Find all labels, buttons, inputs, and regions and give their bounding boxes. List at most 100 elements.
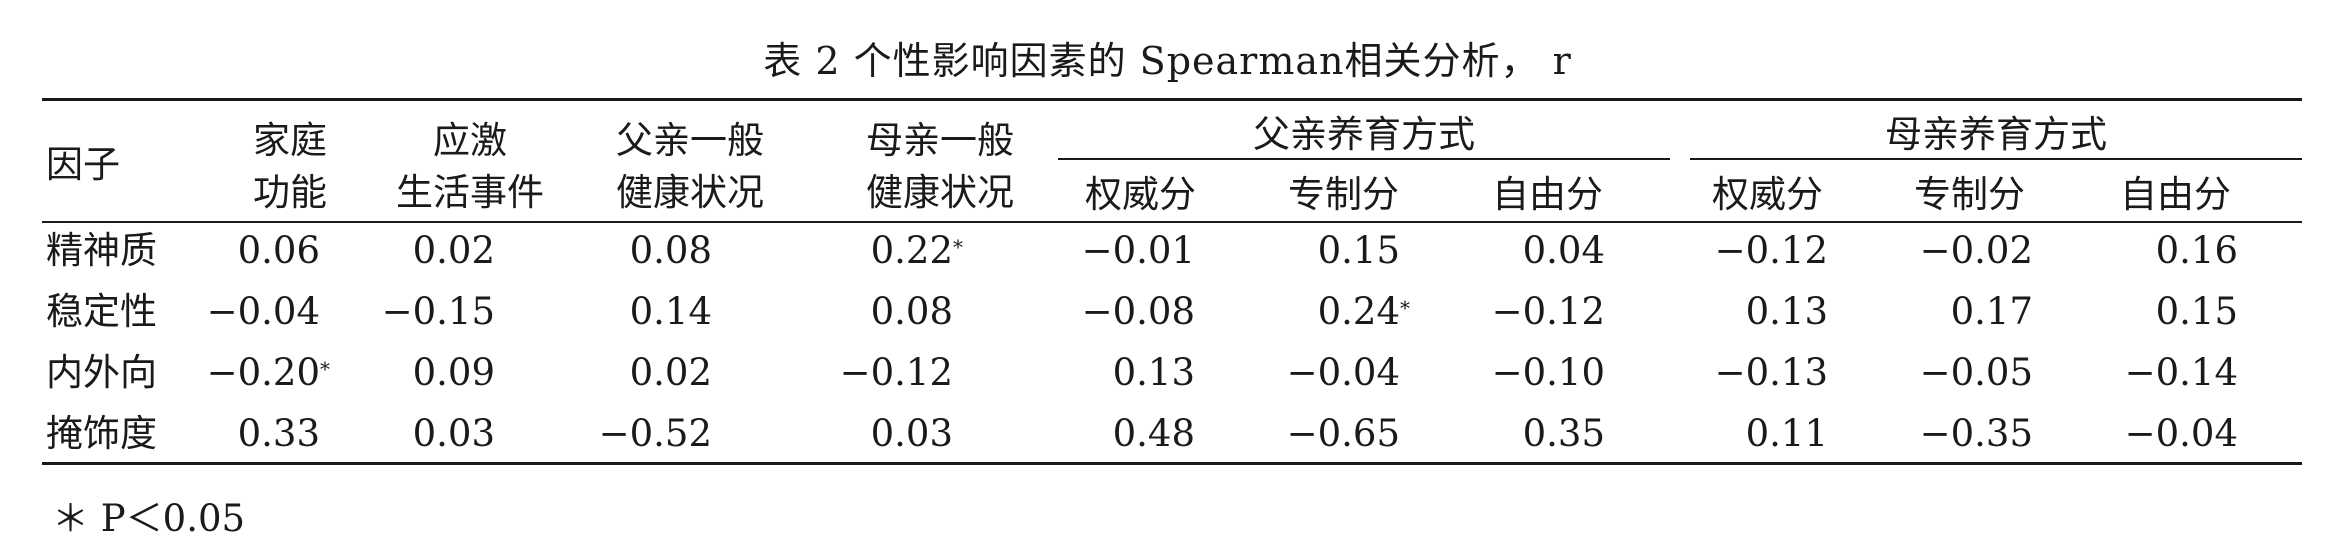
cell-value: 0.48 xyxy=(1112,412,1195,455)
table-cell: 0.17* xyxy=(1951,289,2043,335)
cell-value: −0.15 xyxy=(381,290,495,333)
header-factor: 因子 xyxy=(46,143,120,186)
header-stress-line2: 生活事件 xyxy=(396,171,544,214)
cell-value: 0.22 xyxy=(870,229,953,272)
table-cell: 0.13* xyxy=(1746,289,1838,335)
cell-value: −0.12 xyxy=(1491,290,1605,333)
header-mother-health-line1: 母亲一般 xyxy=(866,119,1014,162)
cell-value: −0.04 xyxy=(1286,351,1400,394)
table-cell: 0.03* xyxy=(413,411,505,457)
row-label: 稳定性 xyxy=(46,290,157,333)
cell-value: −0.65 xyxy=(1286,412,1400,455)
cell-value: 0.13 xyxy=(1112,351,1195,394)
table-cell: 0.14* xyxy=(630,289,722,335)
table-cell: −0.04* xyxy=(1287,350,1410,396)
table-cell: −0.12* xyxy=(840,350,963,396)
header-rule xyxy=(42,221,2302,223)
mother-style-span-rule xyxy=(1690,158,2302,160)
header-sub-father-autocratic: 专制分 xyxy=(1288,173,1399,216)
table-cell: 0.15* xyxy=(2156,289,2248,335)
table-cell: −0.13* xyxy=(1715,350,1838,396)
cell-value: 0.24 xyxy=(1317,290,1400,333)
table-cell: 0.04* xyxy=(1523,228,1615,274)
header-stress-line1: 应激 xyxy=(433,119,507,162)
header-sub-mother-authority: 权威分 xyxy=(1712,173,1823,216)
table-cell: 0.13* xyxy=(1113,350,1205,396)
table-cell: −0.20* xyxy=(207,350,330,396)
cell-value: −0.14 xyxy=(2124,351,2238,394)
cell-value: 0.17 xyxy=(1950,290,2033,333)
cell-value: 0.33 xyxy=(237,412,320,455)
table-cell: −0.12* xyxy=(1715,228,1838,274)
table-cell: 0.11* xyxy=(1746,411,1838,457)
header-father-health-line2: 健康状况 xyxy=(616,171,764,214)
table-cell: 0.02* xyxy=(630,350,722,396)
cell-value: −0.13 xyxy=(1714,351,1828,394)
table-cell: −0.05* xyxy=(1920,350,2043,396)
table-cell: 0.08* xyxy=(871,289,963,335)
bottom-rule xyxy=(42,462,2302,465)
table-cell: −0.12* xyxy=(1492,289,1615,335)
cell-value: 0.04 xyxy=(1522,229,1605,272)
cell-value: −0.12 xyxy=(1714,229,1828,272)
cell-value: 0.02 xyxy=(629,351,712,394)
table-cell: 0.33* xyxy=(238,411,330,457)
table-cell: 0.35* xyxy=(1523,411,1615,457)
cell-value: 0.09 xyxy=(412,351,495,394)
cell-value: 0.15 xyxy=(2155,290,2238,333)
header-sub-mother-autocratic: 专制分 xyxy=(1914,173,2025,216)
row-label: 精神质 xyxy=(46,229,157,272)
significance-mark: * xyxy=(1400,296,1410,320)
table-cell: 0.02* xyxy=(413,228,505,274)
cell-value: −0.10 xyxy=(1491,351,1605,394)
cell-value: 0.02 xyxy=(412,229,495,272)
header-mother-style: 母亲养育方式 xyxy=(1885,113,2107,156)
table-cell: 0.08* xyxy=(630,228,722,274)
table-cell: 0.22* xyxy=(871,228,963,274)
table-cell: 0.03* xyxy=(871,411,963,457)
table-cell: −0.14* xyxy=(2125,350,2248,396)
cell-value: −0.02 xyxy=(1919,229,2033,272)
table-cell: −0.35* xyxy=(1920,411,2043,457)
table-caption: 表 2 个性影响因素的 Spearman相关分析， r xyxy=(763,39,1572,83)
table-cell: −0.02* xyxy=(1920,228,2043,274)
cell-value: 0.35 xyxy=(1522,412,1605,455)
cell-value: 0.06 xyxy=(237,229,320,272)
table-cell: −0.65* xyxy=(1287,411,1410,457)
header-sub-mother-freedom: 自由分 xyxy=(2120,173,2231,216)
header-sub-father-authority: 权威分 xyxy=(1085,173,1196,216)
table-cell: −0.01* xyxy=(1082,228,1205,274)
table-cell: −0.52* xyxy=(599,411,722,457)
cell-value: −0.05 xyxy=(1919,351,2033,394)
cell-value: 0.14 xyxy=(629,290,712,333)
header-mother-health-line2: 健康状况 xyxy=(866,171,1014,214)
table-cell: 0.24* xyxy=(1318,289,1410,335)
row-label: 掩饰度 xyxy=(46,412,157,455)
header-father-health-line1: 父亲一般 xyxy=(616,119,764,162)
cell-value: 0.15 xyxy=(1317,229,1400,272)
cell-value: 0.16 xyxy=(2155,229,2238,272)
cell-value: 0.13 xyxy=(1745,290,1828,333)
table-cell: 0.06* xyxy=(238,228,330,274)
cell-value: −0.08 xyxy=(1081,290,1195,333)
cell-value: 0.03 xyxy=(412,412,495,455)
table-cell: −0.10* xyxy=(1492,350,1615,396)
cell-value: −0.04 xyxy=(206,290,320,333)
significance-mark: * xyxy=(320,357,330,381)
table-cell: 0.09* xyxy=(413,350,505,396)
table-cell: 0.15* xyxy=(1318,228,1410,274)
cell-value: −0.12 xyxy=(839,351,953,394)
table-cell: 0.16* xyxy=(2156,228,2248,274)
cell-value: 0.08 xyxy=(629,229,712,272)
row-label: 内外向 xyxy=(46,351,157,394)
cell-value: 0.03 xyxy=(870,412,953,455)
cell-value: −0.52 xyxy=(598,412,712,455)
header-sub-father-freedom: 自由分 xyxy=(1492,173,1603,216)
cell-value: 0.11 xyxy=(1745,412,1828,455)
header-father-style: 父亲养育方式 xyxy=(1253,113,1475,156)
father-style-span-rule xyxy=(1058,158,1670,160)
table-cell: −0.04* xyxy=(207,289,330,335)
table-cell: −0.04* xyxy=(2125,411,2248,457)
cell-value: 0.08 xyxy=(870,290,953,333)
cell-value: −0.20 xyxy=(206,351,320,394)
